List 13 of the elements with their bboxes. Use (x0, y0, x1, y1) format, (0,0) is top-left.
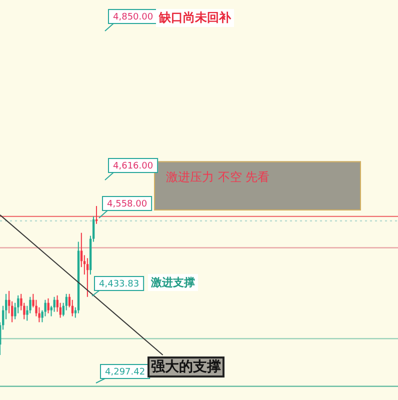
text: 缺口尚未回补 (158, 10, 232, 25)
candlestick (95, 206, 98, 224)
candlestick (86, 258, 89, 298)
text: 4,850.00 (113, 12, 154, 22)
candlestick (53, 296, 56, 312)
annotation: 4,558.00 (107, 199, 148, 210)
annotation: 激进支撑 (150, 276, 195, 289)
band-label: 激进压力 不空 先看 (166, 170, 270, 184)
text: 强大的支撑 (151, 359, 221, 376)
text: 4,616.00 (113, 161, 154, 172)
annotation: 4,433.83 (99, 279, 140, 290)
text: 4,297.42 (105, 367, 146, 378)
candlestick (47, 298, 50, 314)
